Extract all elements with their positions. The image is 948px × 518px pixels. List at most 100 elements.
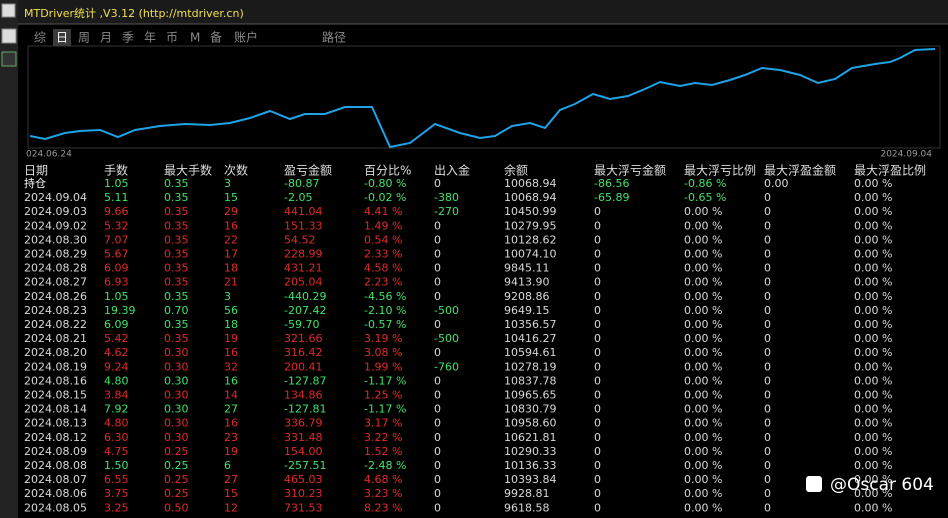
table-cell: 16	[224, 374, 238, 387]
table-cell: 9413.90	[504, 276, 550, 289]
table-cell: 0	[594, 219, 601, 232]
table-cell: 10830.79	[504, 403, 557, 416]
table-cell: 3.84	[104, 389, 129, 402]
table-cell: 3	[224, 177, 231, 190]
table-cell: 1.99 %	[364, 360, 402, 373]
table-cell: 0.30	[164, 346, 189, 359]
table-cell: 0	[594, 304, 601, 317]
table-cell: 9649.15	[504, 304, 550, 317]
tab[interactable]: 月	[100, 31, 112, 45]
table-cell: 10074.10	[504, 248, 557, 261]
table-cell: 0.00 %	[854, 445, 892, 458]
table-cell: 154.00	[284, 445, 323, 458]
table-cell: 0.00 %	[684, 276, 722, 289]
tab[interactable]: 账户	[234, 30, 258, 45]
table-cell: 151.33	[284, 219, 323, 232]
table-cell: 持仓	[24, 176, 46, 190]
table-cell: 0	[434, 431, 441, 444]
table-cell: 0.00 %	[854, 473, 892, 486]
table-cell: 0.00 %	[684, 262, 722, 275]
table-cell: 2024.08.08	[24, 459, 87, 472]
table-cell: 3.22 %	[364, 431, 402, 444]
table-cell: 9.66	[104, 205, 129, 218]
table-cell: 134.86	[284, 389, 323, 402]
table-cell: 0	[764, 219, 771, 232]
tab[interactable]: 备	[210, 31, 222, 45]
table-cell: 9.24	[104, 360, 129, 373]
table-cell: 0.35	[164, 262, 189, 275]
table-cell: -65.89	[594, 191, 629, 204]
table-cell: 3	[224, 290, 231, 303]
table-cell: 16	[224, 417, 238, 430]
table-cell: 6.09	[104, 318, 129, 331]
table-cell: 0	[764, 501, 771, 514]
table-cell: 3.08 %	[364, 346, 402, 359]
table-cell: 0	[764, 417, 771, 430]
table-cell: 0.35	[164, 219, 189, 232]
table-cell: 0.00 %	[854, 318, 892, 331]
table-cell: -500	[434, 332, 459, 345]
table-cell: 2024.08.05	[24, 501, 87, 514]
table-cell: 19	[224, 332, 238, 345]
toolbar-button[interactable]	[1, 28, 17, 44]
table-cell: 2024.08.30	[24, 233, 87, 246]
tab[interactable]: 季	[122, 31, 134, 45]
table-cell: 27	[224, 473, 238, 486]
table-cell: 3.17 %	[364, 417, 402, 430]
table-cell: -207.42	[284, 304, 326, 317]
column-header: 最大浮盈比例	[854, 164, 926, 178]
table-cell: 0	[764, 304, 771, 317]
table-cell: 29	[224, 205, 238, 218]
table-cell: 9845.11	[504, 262, 550, 275]
table-cell: 0	[434, 501, 441, 514]
title-bar	[0, 0, 948, 24]
table-cell: 0.00 %	[854, 248, 892, 261]
table-cell: 5.67	[104, 248, 129, 261]
table-cell: 0.00 %	[684, 304, 722, 317]
table-cell: 2024.08.09	[24, 445, 87, 458]
column-header: 最大浮盈金额	[764, 163, 836, 178]
toolbar-button[interactable]	[1, 3, 16, 18]
table-cell: 4.62	[104, 346, 129, 359]
table-cell: 316.42	[284, 346, 323, 359]
table-cell: 0.30	[164, 403, 189, 416]
tab[interactable]: 路径	[322, 30, 346, 45]
table-cell: 6	[224, 459, 231, 472]
table-cell: 0	[764, 318, 771, 331]
table-cell: 205.04	[284, 276, 323, 289]
table-cell: 2024.08.21	[24, 332, 87, 345]
table-cell: 10621.81	[504, 431, 557, 444]
tab[interactable]: 日	[56, 31, 68, 45]
table-cell: 4.68 %	[364, 473, 402, 486]
table-cell: 2024.08.07	[24, 473, 87, 486]
table-cell: 0	[434, 290, 441, 303]
table-cell: 22	[224, 233, 238, 246]
column-header: 日期	[24, 164, 48, 178]
tab[interactable]: 币	[166, 31, 178, 45]
table-cell: 321.66	[284, 332, 323, 345]
table-cell: 0	[594, 346, 601, 359]
table-cell: 0	[434, 262, 441, 275]
table-cell: 10393.84	[504, 473, 557, 486]
table-cell: 0	[594, 332, 601, 345]
tab[interactable]: 年	[144, 31, 156, 45]
tab[interactable]: 综	[34, 31, 46, 45]
table-cell: 10356.57	[504, 318, 557, 331]
toolbar-button[interactable]	[1, 51, 17, 67]
table-cell: 10068.94	[504, 177, 557, 190]
table-cell: 0.00 %	[684, 487, 722, 500]
table-cell: 0.35	[164, 290, 189, 303]
table-cell: 1.49 %	[364, 219, 402, 232]
curve-start-label: 024.06.24	[26, 150, 72, 160]
tab[interactable]: 周	[78, 31, 90, 45]
table-cell: 9618.58	[504, 501, 550, 514]
table-cell: 336.79	[284, 417, 323, 430]
table-cell: 6.30	[104, 431, 129, 444]
tab[interactable]: M	[190, 31, 200, 45]
table-cell: -0.80 %	[364, 177, 406, 190]
table-cell: 0	[434, 445, 441, 458]
table-cell: 2024.08.13	[24, 417, 87, 430]
table-cell: 0.00 %	[684, 473, 722, 486]
table-cell: 0.00 %	[684, 417, 722, 430]
table-cell: 4.58 %	[364, 262, 402, 275]
